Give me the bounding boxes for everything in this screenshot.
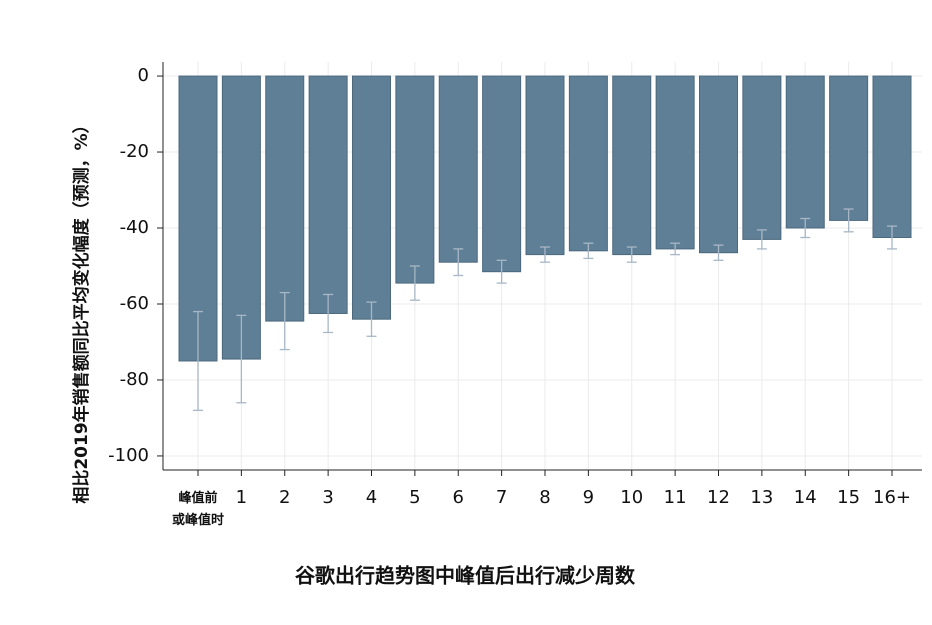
y-tick-label: -40 <box>120 217 149 238</box>
x-tick-label: 6 <box>453 487 464 508</box>
x-tick-label: 14 <box>794 487 817 508</box>
y-axis-title: 相比2019年销售额同比平均变化幅度（预测，%） <box>71 116 92 503</box>
error-bar <box>323 293 334 334</box>
x-tick-label: 7 <box>496 487 507 508</box>
x-axis-title: 谷歌出行趋势图中峰值后出行减少周数 <box>295 564 636 588</box>
x-tick-label: 13 <box>750 487 773 508</box>
x-tick-label: 3 <box>322 487 333 508</box>
x-tick-label: 9 <box>583 487 594 508</box>
y-tick-label: -80 <box>120 369 149 390</box>
x-tick-label: 12 <box>707 487 730 508</box>
x-tick-label: 峰值前或峰值时 <box>172 490 224 528</box>
error-bar <box>193 310 203 412</box>
error-bar <box>843 208 854 233</box>
bar <box>221 75 261 360</box>
x-tick-label: 5 <box>409 487 420 508</box>
bar <box>525 75 565 256</box>
error-bar <box>279 291 290 351</box>
bar <box>395 75 435 284</box>
bar <box>568 75 608 252</box>
error-bar <box>583 242 594 260</box>
y-tick-label: 0 <box>138 65 149 86</box>
error-bar <box>236 314 247 404</box>
error-bar <box>496 259 507 284</box>
bar <box>699 75 738 254</box>
x-tick-label: 11 <box>664 487 687 508</box>
error-bar <box>409 265 420 301</box>
error-bar <box>800 217 811 239</box>
x-tick-label-line: 或峰值时 <box>172 512 224 528</box>
error-bar <box>366 301 377 337</box>
bar <box>872 75 912 239</box>
x-tick-label: 2 <box>279 487 290 508</box>
error-bar <box>887 225 897 250</box>
bar <box>308 75 348 314</box>
y-tick-label: -100 <box>108 445 149 466</box>
x-tick-label: 4 <box>366 487 377 508</box>
bar <box>352 75 391 320</box>
x-tick-label-line: 峰值前 <box>178 490 217 506</box>
x-tick-label: 8 <box>539 487 550 508</box>
bar <box>612 75 652 256</box>
bar <box>438 75 478 263</box>
x-tick-label: 15 <box>837 487 860 508</box>
bar <box>785 75 825 229</box>
error-bar <box>626 246 637 263</box>
error-bar <box>713 244 724 261</box>
bar <box>482 75 522 273</box>
x-tick-label: 10 <box>620 487 643 508</box>
y-tick-label: -60 <box>120 293 149 314</box>
bar <box>655 75 695 250</box>
bar <box>265 75 305 322</box>
error-bar <box>670 242 681 256</box>
bar <box>829 75 869 221</box>
x-tick-label: 16+ <box>873 487 911 508</box>
x-tick-label: 1 <box>236 487 247 508</box>
error-bar <box>453 248 464 277</box>
bar <box>742 75 782 240</box>
error-bar <box>756 229 767 250</box>
y-tick-label: -20 <box>120 141 149 162</box>
error-bar <box>540 246 550 263</box>
